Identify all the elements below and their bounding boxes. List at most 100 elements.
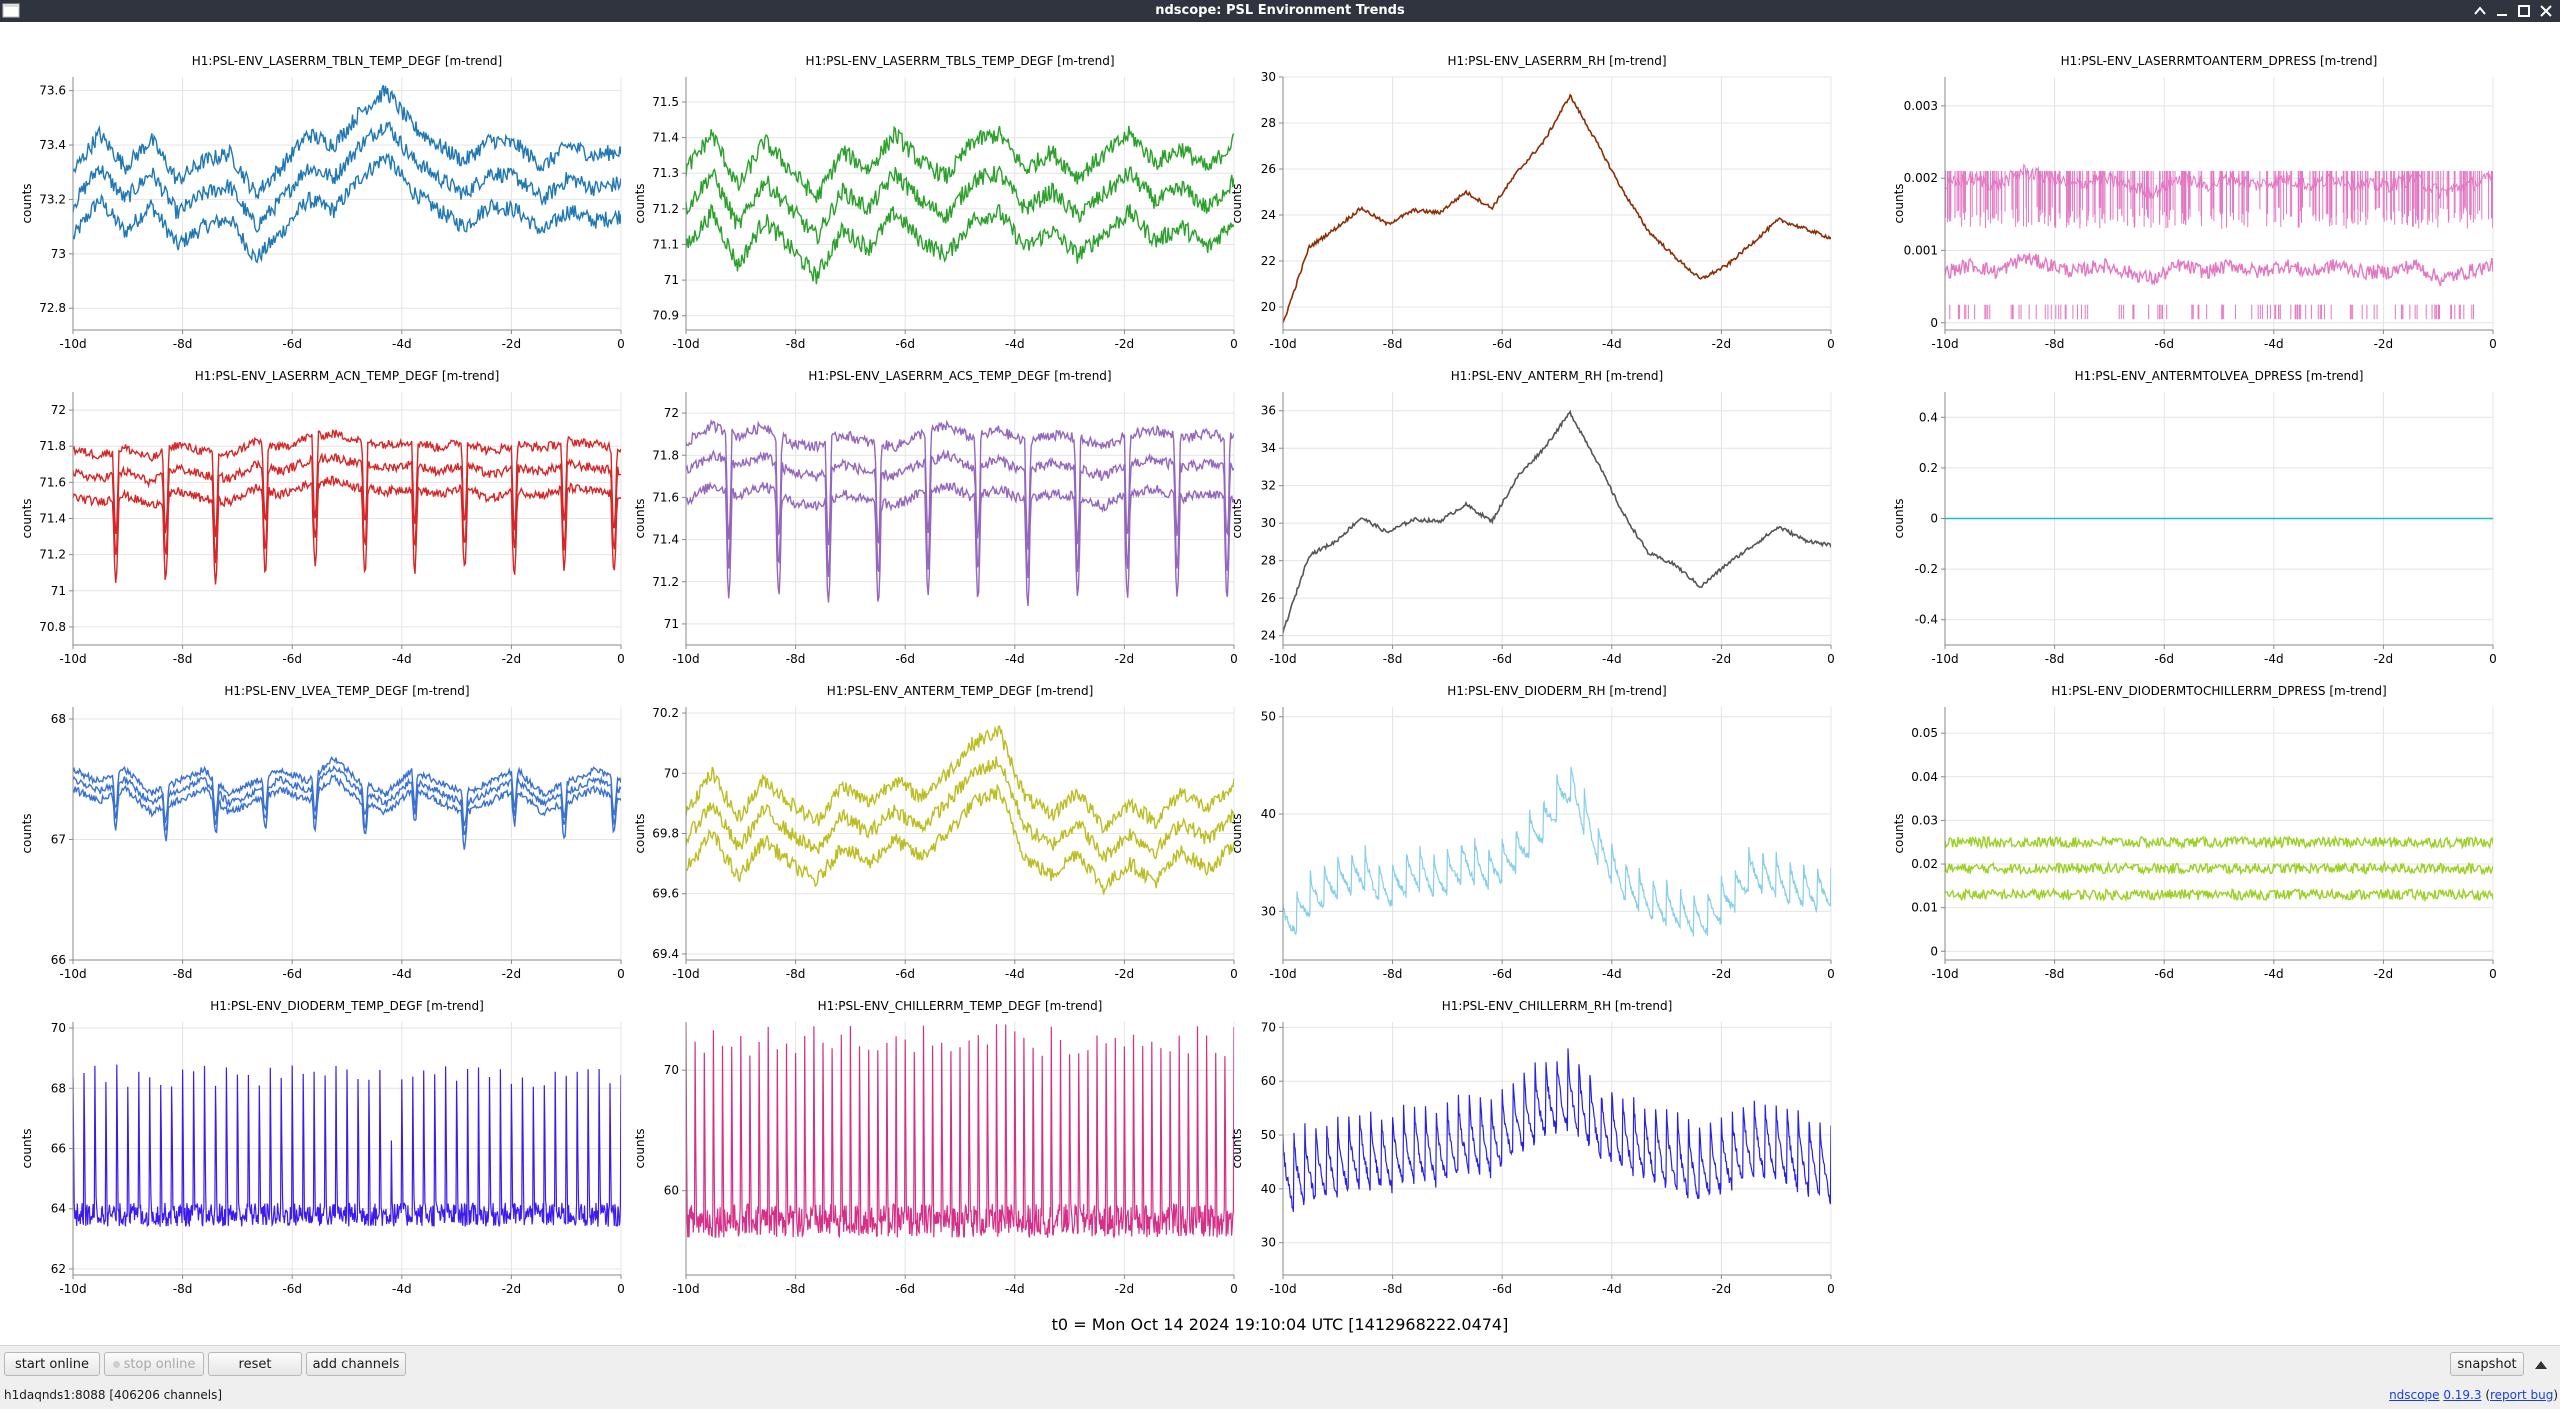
trace-line <box>1283 766 1831 937</box>
y-tick-label: 71.4 <box>39 512 66 526</box>
plot-panel[interactable]: H1:PSL-ENV_ANTERM_RH [m-trend] 36 34 32 30 28… <box>1230 369 1835 666</box>
y-tick-label: 72.8 <box>39 301 66 315</box>
trace-group <box>1283 766 1831 937</box>
minimize-icon[interactable] <box>2492 1 2512 21</box>
y-axis-label: counts <box>1230 813 1244 853</box>
plot-panel[interactable]: H1:PSL-ENV_CHILLERRM_TEMP_DEGF [m-trend]… <box>633 999 1238 1296</box>
y-axis-label: counts <box>20 498 34 538</box>
y-tick-label: 0.2 <box>1919 461 1938 475</box>
version-info: ndscope 0.19.3 (report bug) <box>2389 1388 2558 1402</box>
y-tick-label: 71.4 <box>652 533 679 547</box>
plot-panel[interactable]: H1:PSL-ENV_LASERRM_ACS_TEMP_DEGF [m-tren… <box>633 369 1238 666</box>
close-icon[interactable] <box>2536 1 2556 21</box>
y-tick-label: 0.02 <box>1911 857 1938 871</box>
y-tick-label: 28 <box>1261 116 1276 130</box>
t0-label: t0 = Mon Oct 14 2024 19:10:04 UTC [14129… <box>1051 1315 1509 1334</box>
plot-panel[interactable]: H1:PSL-ENV_LASERRM_RH [m-trend] 30 28 26 24 2… <box>1230 54 1835 351</box>
app-icon <box>2 3 20 18</box>
x-tick-label: -2d <box>2374 652 2394 666</box>
keep-above-icon[interactable] <box>2470 1 2490 21</box>
y-tick-label: 0.001 <box>1904 243 1938 257</box>
trace-group <box>686 125 1234 285</box>
x-tick-label: -4d <box>1005 967 1025 981</box>
plot-panel[interactable]: H1:PSL-ENV_LASERRM_TBLN_TEMP_DEGF [m-tre… <box>20 54 625 351</box>
x-tick-label: -10d <box>59 652 86 666</box>
x-tick-label: -8d <box>1383 967 1403 981</box>
trace-line <box>686 783 1234 895</box>
x-tick-label: -10d <box>672 1282 699 1296</box>
y-tick-label: 0.03 <box>1911 813 1938 827</box>
version-link[interactable]: 0.19.3 <box>2443 1388 2482 1402</box>
x-tick-label: 0 <box>617 652 625 666</box>
collapse-panel-icon[interactable] <box>2533 1358 2549 1372</box>
plot-panel[interactable]: H1:PSL-ENV_LASERRM_TBLS_TEMP_DEGF [m-tre… <box>633 54 1238 351</box>
snapshot-button[interactable]: snapshot <box>2450 1352 2524 1376</box>
plot-panel[interactable]: H1:PSL-ENV_CHILLERRM_RH [m-trend] 70 60 50 4… <box>1230 999 1835 1296</box>
trace-line <box>73 1064 621 1228</box>
trace-line <box>686 725 1234 834</box>
y-tick-label: 20 <box>1261 300 1276 314</box>
y-tick-label: 0.04 <box>1911 770 1938 784</box>
y-axis-label: counts <box>1892 813 1906 853</box>
report-bug-link[interactable]: report bug <box>2490 1388 2554 1402</box>
y-tick-label: 60 <box>664 1184 679 1198</box>
y-axis-label: counts <box>1230 183 1244 223</box>
x-tick-label: -8d <box>1383 652 1403 666</box>
y-tick-label: 71.3 <box>652 166 679 180</box>
x-tick-label: -10d <box>1269 967 1296 981</box>
trace-line <box>1945 163 2493 201</box>
plot-title: H1:PSL-ENV_LASERRMTOANTERM_DPRESS [m-tre… <box>2061 54 2378 68</box>
trace-line <box>73 121 621 233</box>
x-tick-label: -8d <box>173 1282 193 1296</box>
plot-panel[interactable]: H1:PSL-ENV_DIODERM_TEMP_DEGF [m-trend] 70… <box>20 999 625 1296</box>
x-tick-label: -6d <box>895 1282 915 1296</box>
server-status: h1daqnds1:8088 [406206 channels] <box>4 1388 223 1402</box>
plot-panel[interactable]: H1:PSL-ENV_LASERRM_ACN_TEMP_DEGF [m-tren… <box>20 369 625 666</box>
trace-group <box>686 725 1234 895</box>
x-tick-label: -8d <box>786 337 806 351</box>
y-tick-label: 0 <box>1930 944 1938 958</box>
y-axis-label: counts <box>633 183 647 223</box>
stop-indicator-icon <box>112 1360 120 1368</box>
trace-line <box>73 452 621 564</box>
x-tick-label: 0 <box>617 337 625 351</box>
plots-canvas[interactable]: H1:PSL-ENV_LASERRM_TBLN_TEMP_DEGF [m-tre… <box>0 22 2560 1317</box>
stop-online-button[interactable]: stop online <box>104 1352 204 1376</box>
x-tick-label: -8d <box>2045 337 2065 351</box>
plot-panel[interactable]: H1:PSL-ENV_ANTERMTOLVEA_DPRESS [m-trend]… <box>1892 369 2497 666</box>
x-tick-label: 0 <box>2489 967 2497 981</box>
x-tick-label: -4d <box>1005 652 1025 666</box>
trace-line <box>1945 886 2493 903</box>
plot-panel[interactable]: H1:PSL-ENV_DIODERM_RH [m-trend] 50 40 30 -10… <box>1230 684 1835 981</box>
plot-title: H1:PSL-ENV_LASERRM_TBLN_TEMP_DEGF [m-tre… <box>192 54 502 68</box>
trace-group <box>1283 93 1831 323</box>
plot-panel[interactable]: H1:PSL-ENV_ANTERM_TEMP_DEGF [m-trend] 70.… <box>633 684 1238 981</box>
y-tick-label: 69.4 <box>652 947 679 961</box>
trace-line <box>1945 860 2493 876</box>
trace-group <box>73 1064 621 1228</box>
y-axis-label: counts <box>20 1128 34 1168</box>
y-tick-label: 34 <box>1261 441 1276 455</box>
trace-line <box>686 418 1234 550</box>
x-tick-label: -4d <box>392 652 412 666</box>
x-tick-label: -6d <box>895 337 915 351</box>
ndscope-link[interactable]: ndscope <box>2389 1388 2440 1402</box>
y-tick-label: 30 <box>1261 1236 1276 1250</box>
x-tick-label: -10d <box>59 1282 86 1296</box>
plot-grid[interactable]: H1:PSL-ENV_LASERRM_TBLN_TEMP_DEGF [m-tre… <box>0 22 2560 1342</box>
y-tick-label: 71 <box>664 617 679 631</box>
x-tick-label: 0 <box>1230 1282 1238 1296</box>
maximize-icon[interactable] <box>2514 1 2534 21</box>
y-tick-label: 50 <box>1261 1128 1276 1142</box>
reset-button[interactable]: reset <box>208 1352 302 1376</box>
y-tick-label: 71.2 <box>652 575 679 589</box>
x-tick-label: -10d <box>59 967 86 981</box>
y-axis-label: counts <box>1230 498 1244 538</box>
start-online-button[interactable]: start online <box>4 1352 100 1376</box>
plot-panel[interactable]: H1:PSL-ENV_LVEA_TEMP_DEGF [m-trend] 68 67 6… <box>20 684 625 981</box>
add-channels-button[interactable]: add channels <box>306 1352 406 1376</box>
trace-line <box>1945 253 2493 287</box>
plot-panel[interactable]: H1:PSL-ENV_DIODERMTOCHILLERRM_DPRESS [m-… <box>1892 684 2497 981</box>
x-tick-label: -8d <box>786 967 806 981</box>
plot-panel[interactable]: H1:PSL-ENV_LASERRMTOANTERM_DPRESS [m-tre… <box>1892 54 2497 351</box>
